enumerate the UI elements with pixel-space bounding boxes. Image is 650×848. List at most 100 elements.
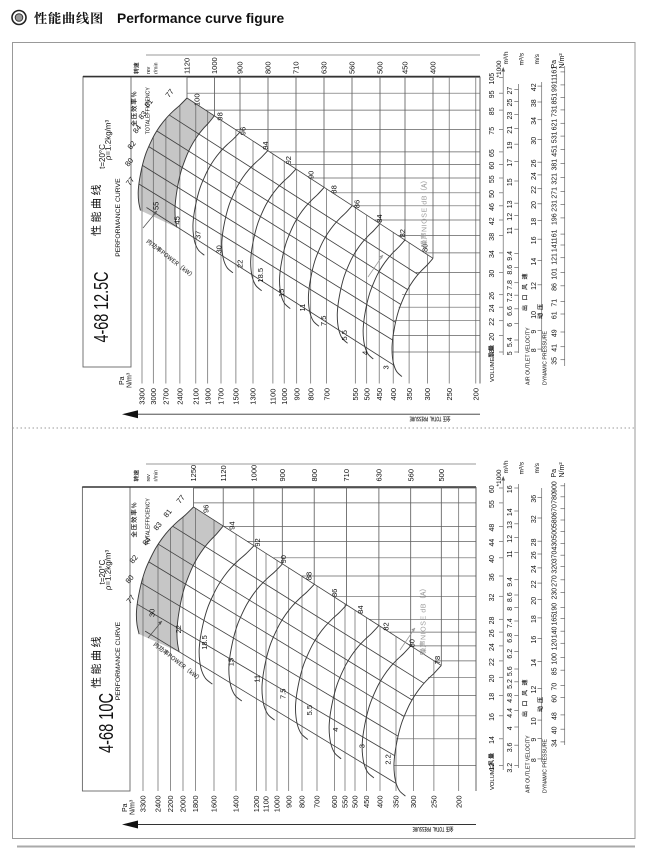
svg-text:161: 161 (552, 229, 559, 241)
svg-text:94: 94 (227, 521, 236, 529)
svg-text:700: 700 (322, 388, 331, 401)
svg-text:86: 86 (352, 200, 361, 208)
svg-text:m/s: m/s (534, 53, 541, 64)
svg-text:18.5: 18.5 (256, 268, 265, 283)
svg-text:800: 800 (264, 61, 273, 74)
svg-text:22: 22 (489, 658, 496, 666)
svg-text:630: 630 (320, 61, 329, 74)
svg-text:4: 4 (361, 351, 370, 355)
svg-text:900: 900 (284, 795, 293, 808)
svg-text:1000: 1000 (250, 465, 259, 482)
svg-text:N/m³: N/m³ (130, 799, 137, 815)
svg-text:1400: 1400 (232, 796, 241, 813)
svg-text:580: 580 (552, 515, 559, 527)
svg-text:400: 400 (389, 388, 398, 401)
svg-text:630: 630 (375, 469, 384, 482)
svg-text:Pa: Pa (551, 60, 558, 69)
svg-text:350: 350 (392, 795, 401, 808)
svg-text:24: 24 (489, 643, 496, 651)
svg-text:48: 48 (552, 712, 559, 720)
svg-text:800: 800 (310, 469, 319, 482)
svg-text:190: 190 (552, 603, 559, 615)
svg-text:5.2: 5.2 (507, 679, 514, 689)
svg-text:12: 12 (531, 282, 538, 290)
svg-text:9: 9 (531, 738, 538, 742)
svg-text:11: 11 (507, 550, 514, 557)
svg-text:28: 28 (489, 617, 496, 625)
svg-text:34: 34 (489, 250, 496, 258)
svg-text:3000: 3000 (149, 388, 158, 405)
svg-text:49: 49 (552, 329, 559, 337)
svg-text:621: 621 (552, 119, 559, 131)
svg-text:42: 42 (531, 83, 538, 91)
svg-text:140: 140 (552, 627, 559, 639)
svg-text:8.6: 8.6 (507, 592, 514, 602)
svg-text:34: 34 (552, 739, 559, 747)
svg-text:30: 30 (489, 270, 496, 278)
svg-text:AIR OUTLET VELOCITY: AIR OUTLET VELOCITY (525, 735, 531, 793)
svg-text:84: 84 (375, 214, 384, 222)
svg-text:TOTALEFFICIENCY: TOTALEFFICIENCY (145, 498, 151, 546)
svg-text:42: 42 (489, 217, 496, 225)
svg-text:3300: 3300 (139, 796, 148, 813)
svg-text:1300: 1300 (249, 388, 258, 405)
svg-text:32: 32 (489, 594, 496, 602)
svg-text:6: 6 (507, 323, 514, 327)
svg-text:m³/s: m³/s (518, 461, 525, 474)
svg-text:24: 24 (531, 172, 538, 180)
svg-text:4-68 12.5C: 4-68 12.5C (91, 272, 113, 343)
svg-text:t=20°C: t=20°C (98, 144, 107, 169)
svg-text:*1000: *1000 (496, 60, 503, 77)
svg-text:11: 11 (507, 227, 514, 234)
svg-text:900: 900 (278, 469, 287, 482)
svg-text:Pa: Pa (551, 469, 558, 478)
svg-text:22: 22 (489, 318, 496, 326)
svg-text:15: 15 (507, 178, 514, 186)
svg-text:450: 450 (401, 61, 410, 74)
svg-text:48: 48 (489, 524, 496, 532)
svg-text:94: 94 (261, 141, 270, 149)
svg-text:t=20°C: t=20°C (98, 559, 107, 584)
svg-text:75: 75 (489, 127, 496, 135)
svg-text:55: 55 (489, 500, 496, 508)
svg-text:8: 8 (507, 607, 514, 611)
svg-text:PERFORMANCE CURVE: PERFORMANCE CURVE (115, 621, 122, 700)
svg-text:38: 38 (531, 99, 538, 107)
svg-text:991: 991 (552, 80, 559, 92)
svg-text:10: 10 (531, 717, 538, 725)
svg-text:m³/h: m³/h (503, 51, 510, 64)
svg-text:900: 900 (552, 481, 559, 493)
svg-text:PERFORMANCE CURVE: PERFORMANCE CURVE (115, 178, 122, 257)
svg-text:20: 20 (489, 675, 496, 683)
svg-text:80: 80 (407, 639, 416, 647)
svg-text:2100: 2100 (191, 388, 200, 405)
svg-text:1250: 1250 (189, 465, 198, 482)
svg-text:*1000: *1000 (496, 469, 503, 486)
svg-text:600: 600 (330, 795, 339, 808)
svg-text:34: 34 (531, 117, 538, 125)
svg-text:30: 30 (214, 245, 223, 253)
svg-text:1000: 1000 (280, 388, 289, 405)
svg-text:22: 22 (531, 580, 538, 588)
svg-text:23: 23 (507, 112, 514, 120)
svg-text:13: 13 (507, 521, 514, 529)
svg-text:101: 101 (552, 268, 559, 280)
svg-text:N/m²: N/m² (559, 53, 566, 69)
svg-text:96: 96 (202, 505, 211, 513)
svg-text:141: 141 (552, 240, 559, 252)
svg-text:22: 22 (174, 625, 183, 633)
svg-text:rev: rev (146, 474, 152, 482)
svg-text:46: 46 (489, 203, 496, 211)
svg-text:451: 451 (552, 145, 559, 157)
svg-text:r/min: r/min (153, 470, 159, 482)
svg-text:VOLUME: VOLUME (490, 357, 496, 382)
svg-text:26: 26 (531, 159, 538, 167)
svg-text:450: 450 (375, 388, 384, 401)
svg-text:1900: 1900 (203, 388, 212, 405)
svg-text:1100: 1100 (262, 796, 271, 812)
svg-text:92: 92 (253, 538, 262, 546)
svg-text:5.5: 5.5 (305, 705, 314, 715)
svg-text:8.6: 8.6 (507, 265, 514, 275)
svg-text:2.2: 2.2 (384, 754, 393, 764)
svg-text:560: 560 (348, 61, 357, 74)
